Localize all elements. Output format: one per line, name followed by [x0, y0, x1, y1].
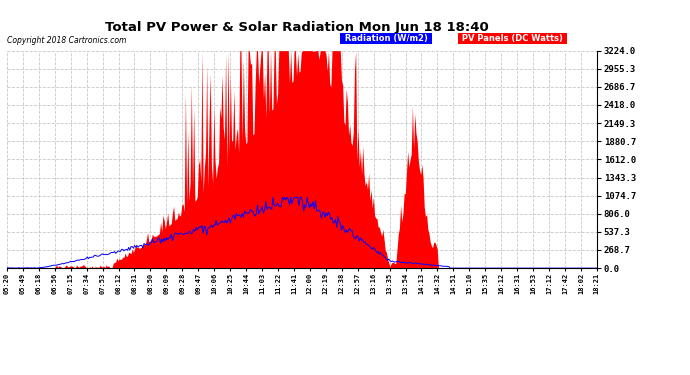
Text: PV Panels (DC Watts): PV Panels (DC Watts) — [459, 34, 566, 43]
Text: Total PV Power & Solar Radiation Mon Jun 18 18:40: Total PV Power & Solar Radiation Mon Jun… — [105, 21, 489, 34]
Text: Copyright 2018 Cartronics.com: Copyright 2018 Cartronics.com — [7, 36, 126, 45]
Text: Radiation (W/m2): Radiation (W/m2) — [342, 34, 431, 43]
